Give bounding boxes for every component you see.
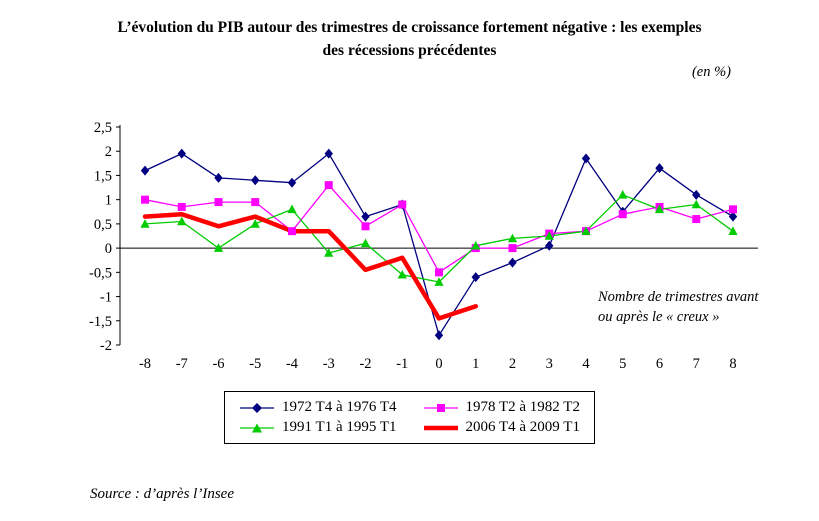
chart-title-line2: des récessions précédentes xyxy=(322,42,497,60)
legend-item-1991: 1991 T1 à 1995 T1 xyxy=(239,419,397,436)
svg-text:-1: -1 xyxy=(100,290,112,306)
axes xyxy=(119,125,758,345)
svg-text:-3: -3 xyxy=(323,356,335,372)
legend-item-2006: 2006 T4 à 2009 T1 xyxy=(423,419,580,436)
chart-title-line1: L’évolution du PIB autour des trimestres… xyxy=(117,19,702,36)
legend-marker-square-icon xyxy=(423,401,459,415)
legend: 1972 T4 à 1976 T4 1978 T2 à 1982 T2 1991… xyxy=(224,391,595,444)
svg-text:0,5: 0,5 xyxy=(94,217,112,233)
legend-container: 1972 T4 à 1976 T4 1978 T2 à 1982 T2 1991… xyxy=(0,391,819,444)
svg-text:1: 1 xyxy=(105,193,112,209)
svg-text:3: 3 xyxy=(546,356,553,372)
svg-text:8: 8 xyxy=(729,356,736,372)
legend-marker-triangle-icon xyxy=(239,421,275,435)
svg-text:2,5: 2,5 xyxy=(94,120,112,136)
svg-text:-8: -8 xyxy=(139,356,151,372)
svg-text:-5: -5 xyxy=(249,356,261,372)
unit-label: (en %) xyxy=(691,64,731,80)
svg-text:7: 7 xyxy=(693,356,700,372)
svg-text:6: 6 xyxy=(656,356,663,372)
legend-label-1991: 1991 T1 à 1995 T1 xyxy=(282,419,397,435)
svg-text:2: 2 xyxy=(105,144,112,160)
chart-title: L’évolution du PIB autour des trimestres… xyxy=(0,16,819,63)
svg-text:1: 1 xyxy=(472,356,479,372)
legend-label-1978: 1978 T2 à 1982 T2 xyxy=(465,399,580,415)
source-note: Source : d’après l’Insee xyxy=(90,486,234,502)
legend-marker-thick-line-icon xyxy=(423,421,459,435)
svg-text:5: 5 xyxy=(619,356,626,372)
svg-text:0: 0 xyxy=(105,241,112,257)
svg-text:0: 0 xyxy=(435,356,442,372)
legend-item-1978: 1978 T2 à 1982 T2 xyxy=(423,399,580,416)
legend-label-1972: 1972 T4 à 1976 T4 xyxy=(282,399,397,415)
svg-text:4: 4 xyxy=(582,356,590,372)
x-tick-labels: -8 -7 -6 -5 -4 -3 -2 -1 0 1 2 3 4 5 6 7 8 xyxy=(139,356,737,372)
svg-text:-7: -7 xyxy=(176,356,188,372)
x-axis-annotation: Nombre de trimestres avant ou après le «… xyxy=(598,289,759,326)
gdp-line-chart: -2 -1,5 -1 -0,5 0 0,5 1 1,5 2 2,5 -8 -7 -6 -5 -4 -3 -2 -1… xyxy=(89,120,758,372)
svg-text:-1,5: -1,5 xyxy=(89,314,112,330)
svg-text:-2: -2 xyxy=(359,356,371,372)
svg-text:-0,5: -0,5 xyxy=(89,265,112,281)
svg-text:2: 2 xyxy=(509,356,516,372)
svg-text:-2: -2 xyxy=(100,338,112,354)
svg-text:-6: -6 xyxy=(212,356,224,372)
legend-label-2006: 2006 T4 à 2009 T1 xyxy=(465,419,580,435)
legend-item-1972: 1972 T4 à 1976 T4 xyxy=(239,399,397,416)
svg-text:1,5: 1,5 xyxy=(94,168,112,184)
svg-text:-1: -1 xyxy=(396,356,408,372)
y-tick-labels: -2 -1,5 -1 -0,5 0 0,5 1 1,5 2 2,5 xyxy=(89,120,120,354)
legend-marker-diamond-icon xyxy=(239,401,275,415)
svg-text:-4: -4 xyxy=(286,356,299,372)
